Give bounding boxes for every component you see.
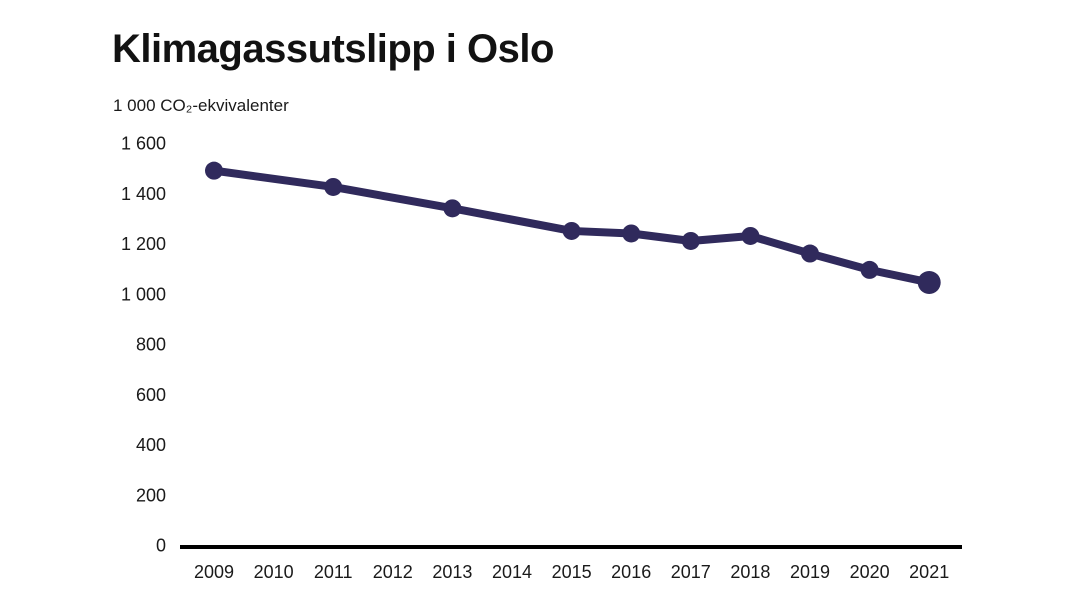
x-tick-label: 2010 [254, 562, 294, 582]
x-tick-label: 2014 [492, 562, 532, 582]
y-tick-label: 600 [136, 385, 166, 405]
emissions-line [210, 166, 934, 287]
y-tick-label: 400 [136, 435, 166, 455]
y-tick-label: 200 [136, 485, 166, 505]
x-tick-label: 2009 [194, 562, 234, 582]
x-tick-label: 2018 [730, 562, 770, 582]
y-tick-label: 1 600 [121, 134, 166, 154]
x-tick-label: 2016 [611, 562, 651, 582]
x-tick-label: 2017 [671, 562, 711, 582]
data-point-marker [562, 221, 581, 240]
x-tick-label: 2011 [314, 562, 353, 582]
x-tick-label: 2019 [790, 562, 830, 582]
y-tick-label: 1 200 [121, 234, 166, 254]
y-axis-unit-label: 1 000 CO₂-ekvivalenter [113, 96, 289, 115]
data-point-marker [443, 199, 462, 218]
x-tick-label: 2015 [552, 562, 592, 582]
y-tick-label: 1 400 [121, 184, 166, 204]
data-point-marker [205, 161, 223, 180]
data-point-marker [681, 231, 700, 250]
data-point-marker [622, 224, 641, 243]
y-tick-label: 0 [156, 536, 166, 556]
x-tick-label: 2013 [432, 562, 472, 582]
data-point-marker [860, 260, 879, 279]
x-tick-label: 2012 [373, 562, 413, 582]
data-point-marker [917, 270, 941, 294]
data-point-marker [741, 226, 760, 245]
x-tick-label: 2021 [909, 562, 949, 582]
data-point-marker [324, 177, 343, 196]
data-point-marker [801, 244, 819, 263]
chart-title: Klimagassutslipp i Oslo [112, 27, 554, 71]
y-tick-label: 1 000 [121, 284, 166, 304]
y-tick-label: 800 [136, 335, 166, 355]
x-tick-label: 2020 [850, 562, 890, 582]
